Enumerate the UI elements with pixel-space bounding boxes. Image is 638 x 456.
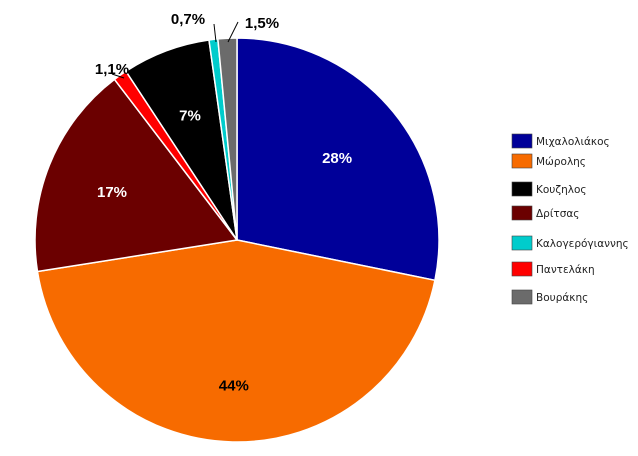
legend-label-2: Κουζηλος <box>536 184 587 196</box>
legend-label-6: Βουράκης <box>536 292 588 304</box>
pie-slice-2 <box>34 78 239 273</box>
legend-swatch-3 <box>511 205 533 221</box>
legend-swatch-6 <box>511 289 533 305</box>
legend: Μιχαλολιάκος Μώρολης Κουζηλος Δρίτσας Καλογε… <box>511 133 629 305</box>
pie-slice-1 <box>36 239 436 443</box>
slice-labels: 28% 44% 17% 1,1% 7% 0,7% 1,5% <box>95 11 352 394</box>
leader-lines <box>111 21 239 79</box>
slice-label-5: 0,7% <box>171 11 205 28</box>
legend-swatch-4 <box>511 235 533 251</box>
legend-swatch-1 <box>511 153 533 169</box>
legend-swatch-5 <box>511 261 533 277</box>
legend-label-0: Μιχαλολιάκος <box>536 136 610 148</box>
legend-swatch-0 <box>511 133 533 149</box>
slice-label-6: 1,5% <box>245 15 279 32</box>
slice-label-4: 7% <box>179 107 201 124</box>
pie-slices <box>34 37 440 443</box>
slice-label-3: 1,1% <box>95 61 129 78</box>
pie-slice-0 <box>236 37 440 282</box>
legend-label-3: Δρίτσας <box>536 208 579 220</box>
legend-label-1: Μώρολης <box>536 156 586 168</box>
legend-label-5: Παντελάκη <box>536 264 595 276</box>
slice-label-1: 44% <box>219 377 249 394</box>
leader-line-3 <box>111 73 125 79</box>
pie-slice-6 <box>217 37 238 241</box>
leader-line-6 <box>227 21 239 43</box>
slice-label-0: 28% <box>322 150 352 167</box>
legend-label-4: Καλογερόγιαννης <box>536 238 629 250</box>
slice-label-2: 17% <box>97 184 127 201</box>
leader-line-5 <box>213 23 217 43</box>
legend-swatch-2 <box>511 181 533 197</box>
